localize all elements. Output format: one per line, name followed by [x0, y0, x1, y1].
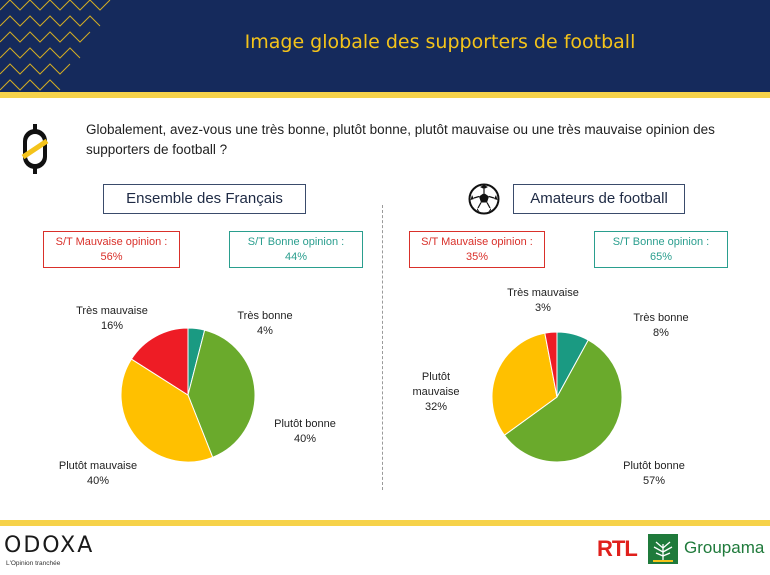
slice-value: 4%	[257, 325, 273, 337]
pie-slice-plutot-bonne-amateurs	[503, 339, 623, 463]
summary-good-opinion-ensemble: S/T Bonne opinion : 44%	[229, 231, 363, 268]
slice-name-part: mauvaise	[412, 386, 460, 398]
slice-name: Très mauvaise	[507, 287, 579, 299]
summary-value: 65%	[649, 251, 673, 263]
slice-label-plutot-mauvaise-ensemble: Plutôt mauvaise 40%	[48, 459, 148, 489]
header-bar: Image globale des supporters de football	[0, 0, 770, 92]
slice-name: Très bonne	[633, 312, 689, 324]
slice-value: 40%	[86, 475, 110, 487]
slice-label-plutot-mauvaise-amateurs: Plutôt mauvaise 32%	[396, 370, 476, 415]
summary-value: 56%	[100, 251, 123, 263]
summary-label: S/T Bonne opinion :	[247, 236, 345, 248]
slice-name: Plutôt mauvaise	[58, 460, 138, 472]
summary-value: 44%	[284, 251, 308, 263]
slice-label-tres-mauvaise-ensemble: Très mauvaise 16%	[62, 304, 162, 334]
odoxa-logo: ODOXA	[4, 533, 95, 558]
pie-slice-tres-mauvaise-amateurs	[544, 331, 558, 398]
coin-bubble-icon	[21, 124, 49, 174]
summary-bad-opinion-amateurs: S/T Mauvaise opinion : 35%	[409, 231, 545, 268]
slice-label-tres-bonne-amateurs: Très bonne 8%	[611, 311, 711, 341]
odoxa-tagline: L'Opinion tranchée	[6, 560, 61, 567]
slice-label-plutot-bonne-amateurs: Plutôt bonne 57%	[604, 459, 704, 489]
slice-value: 16%	[100, 320, 124, 332]
slice-name: Très bonne	[237, 310, 293, 322]
summary-good-opinion-amateurs: S/T Bonne opinion : 65%	[594, 231, 728, 268]
header-accent-band	[0, 92, 770, 98]
chart-title-amateurs: Amateurs de football	[513, 184, 685, 214]
slice-label-tres-bonne-ensemble: Très bonne 4%	[215, 309, 315, 339]
groupama-logo: Groupama	[684, 538, 765, 557]
slice-name-part: Plutôt	[421, 371, 451, 383]
rtl-logo: RTL	[597, 536, 638, 561]
summary-bad-opinion-ensemble: S/T Mauvaise opinion : 56%	[43, 231, 180, 268]
slice-label-plutot-bonne-ensemble: Plutôt bonne 40%	[255, 417, 355, 447]
slice-value: 40%	[293, 433, 317, 445]
pie-slice-plutot-mauvaise-ensemble	[120, 358, 214, 463]
summary-value: 35%	[465, 251, 489, 263]
slice-value: 32%	[424, 401, 448, 413]
soccer-ball-icon	[468, 183, 500, 215]
summary-label: S/T Bonne opinion :	[612, 236, 710, 248]
pie-slice-plutot-mauvaise-amateurs	[491, 332, 558, 436]
slice-value: 8%	[653, 327, 669, 339]
slice-name: Très mauvaise	[76, 305, 148, 317]
chart-title-ensemble: Ensemble des Français	[103, 184, 306, 214]
page-title: Image globale des supporters de football	[244, 31, 636, 53]
slice-label-tres-mauvaise-amateurs: Très mauvaise 3%	[493, 286, 593, 316]
pie-slice-tres-mauvaise-ensemble	[130, 327, 189, 396]
summary-label: S/T Mauvaise opinion :	[421, 236, 533, 248]
survey-question: Globalement, avez-vous une très bonne, p…	[86, 122, 715, 157]
slice-value: 3%	[535, 302, 551, 314]
groupama-tree-icon	[648, 534, 678, 564]
footer-accent-band	[0, 520, 770, 526]
slice-value: 57%	[642, 475, 666, 487]
pie-slice-plutot-bonne-ensemble	[187, 329, 256, 458]
panel-divider	[382, 205, 383, 490]
chevron-pattern-icon	[0, 0, 111, 91]
slice-name: Plutôt mauvaise	[396, 370, 476, 400]
summary-label: S/T Mauvaise opinion :	[55, 236, 168, 248]
slice-name: Plutôt bonne	[274, 418, 336, 430]
slice-name: Plutôt bonne	[623, 460, 685, 472]
